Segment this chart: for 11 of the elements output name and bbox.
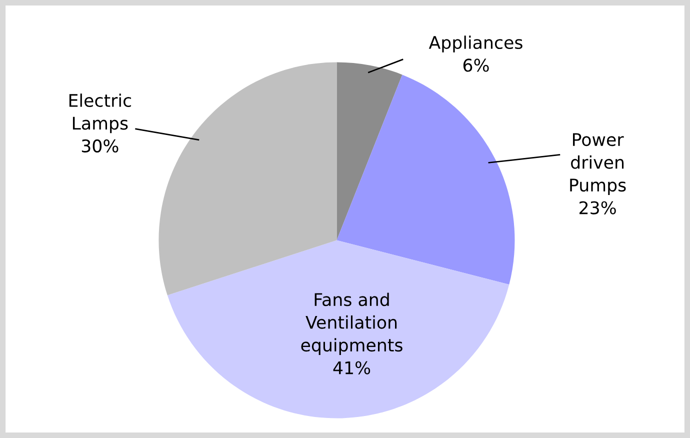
pie-slice: [167, 240, 510, 418]
data-label: 23%: [580, 201, 616, 214]
data-label: 41%: [333, 361, 370, 374]
slice-label: Appliances: [428, 36, 522, 52]
slice-label: Electric Lamps: [69, 94, 132, 134]
slice-label: Fans and Ventilation equipments: [301, 292, 402, 355]
pie-slice: [336, 74, 515, 285]
data-label: 30%: [82, 139, 118, 153]
slice-label: Power driven Pumps: [570, 133, 626, 195]
data-label: 6%: [463, 58, 489, 72]
pie-slice: [336, 62, 402, 240]
